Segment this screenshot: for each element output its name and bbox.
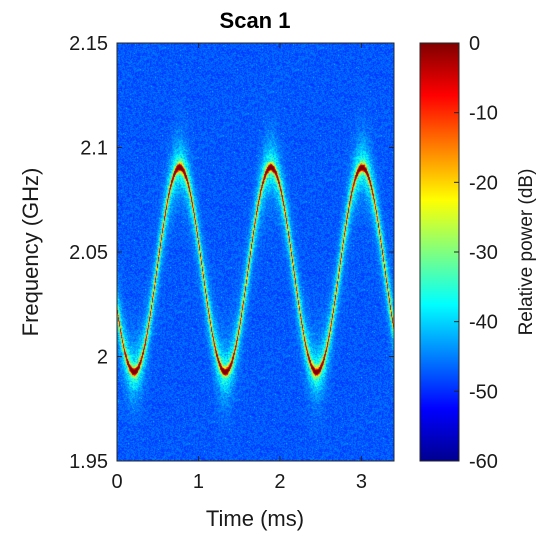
colorbar-tick-label: -20: [469, 172, 498, 194]
colorbar-gradient: [419, 42, 460, 462]
x-tick-label: 2: [274, 471, 285, 493]
x-tick-label: 3: [356, 471, 367, 493]
y-tick-label: 2.05: [69, 242, 108, 264]
colorbar-ticks: 0 -10 -20 -30 -40 -50 -60: [454, 33, 498, 473]
x-axis-label: Time (ms): [206, 506, 304, 531]
heatmap-image: [117, 43, 394, 461]
y-tick-label: 2.15: [69, 33, 108, 55]
x-axis: 0 1 2 3: [111, 43, 367, 493]
colorbar-tick-label: -60: [469, 451, 498, 473]
x-tick-label: 0: [111, 471, 122, 493]
y-axis-label: Frequency (GHz): [18, 168, 43, 337]
x-tick-label: 1: [193, 471, 204, 493]
chart-title: Scan 1: [220, 8, 291, 33]
colorbar-tick-label: -10: [469, 103, 498, 125]
colorbar-tick-label: -40: [469, 312, 498, 334]
y-tick-label: 2.1: [80, 138, 108, 160]
colorbar-label: Relative power (dB): [516, 169, 537, 336]
colorbar-tick-label: 0: [469, 33, 480, 55]
colorbar: 0 -10 -20 -30 -40 -50 -60 Relative power (dB): [419, 33, 537, 473]
y-axis: 1.95 2 2.05 2.1 2.15: [69, 33, 394, 473]
colorbar-tick-label: -30: [469, 242, 498, 264]
y-tick-label: 2: [97, 347, 108, 369]
y-tick-label: 1.95: [69, 451, 108, 473]
plot-area: [116, 42, 395, 462]
colorbar-tick-label: -50: [469, 381, 498, 403]
